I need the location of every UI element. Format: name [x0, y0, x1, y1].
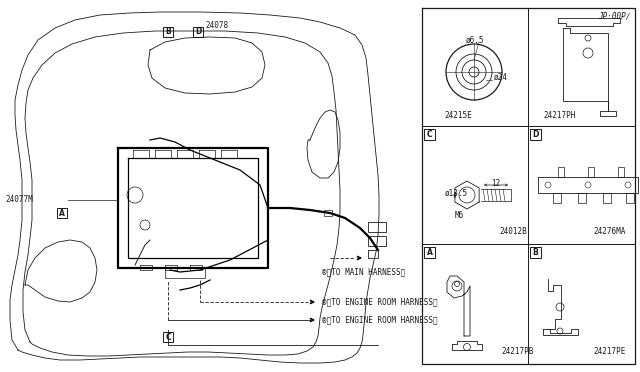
Text: ®〈TO ENGINE ROOM HARNESS〉: ®〈TO ENGINE ROOM HARNESS〉 — [322, 315, 438, 324]
Text: C: C — [165, 333, 171, 341]
Text: JP·00P∕: JP·00P∕ — [598, 12, 630, 20]
Text: 24217PH: 24217PH — [543, 112, 575, 121]
Text: ®〈TO ENGINE ROOM HARNESS〉: ®〈TO ENGINE ROOM HARNESS〉 — [322, 298, 438, 307]
Text: 12: 12 — [492, 179, 500, 187]
Text: ®〈TO MAIN HARNESS〉: ®〈TO MAIN HARNESS〉 — [322, 267, 405, 276]
Text: 24078: 24078 — [205, 22, 228, 31]
Bar — [368, 236, 386, 246]
Text: M6: M6 — [455, 211, 464, 219]
Text: A: A — [59, 208, 65, 218]
Bar — [368, 250, 378, 258]
Text: 24217PE: 24217PE — [594, 347, 626, 356]
Text: 24215E: 24215E — [444, 112, 472, 121]
Text: A: A — [427, 248, 433, 257]
Text: D: D — [532, 130, 539, 139]
Text: B: B — [532, 248, 538, 257]
Text: 24012B: 24012B — [499, 228, 527, 237]
Bar — [368, 222, 386, 232]
Bar — [163, 27, 173, 37]
Bar — [424, 129, 435, 140]
Text: 24276MA: 24276MA — [594, 228, 626, 237]
Text: ø6.5: ø6.5 — [466, 35, 484, 45]
Bar — [193, 27, 203, 37]
Bar — [165, 268, 205, 278]
Bar — [530, 247, 541, 258]
Bar — [324, 210, 332, 216]
Bar — [57, 208, 67, 218]
Text: B: B — [165, 28, 171, 36]
Text: ø24: ø24 — [494, 73, 508, 81]
Bar — [424, 247, 435, 258]
Text: 24077M: 24077M — [5, 196, 33, 205]
Text: D: D — [195, 28, 201, 36]
Text: ø13.5: ø13.5 — [445, 189, 468, 198]
Text: C: C — [427, 130, 432, 139]
Bar — [163, 332, 173, 342]
Bar — [530, 129, 541, 140]
Text: 24217PB: 24217PB — [502, 347, 534, 356]
